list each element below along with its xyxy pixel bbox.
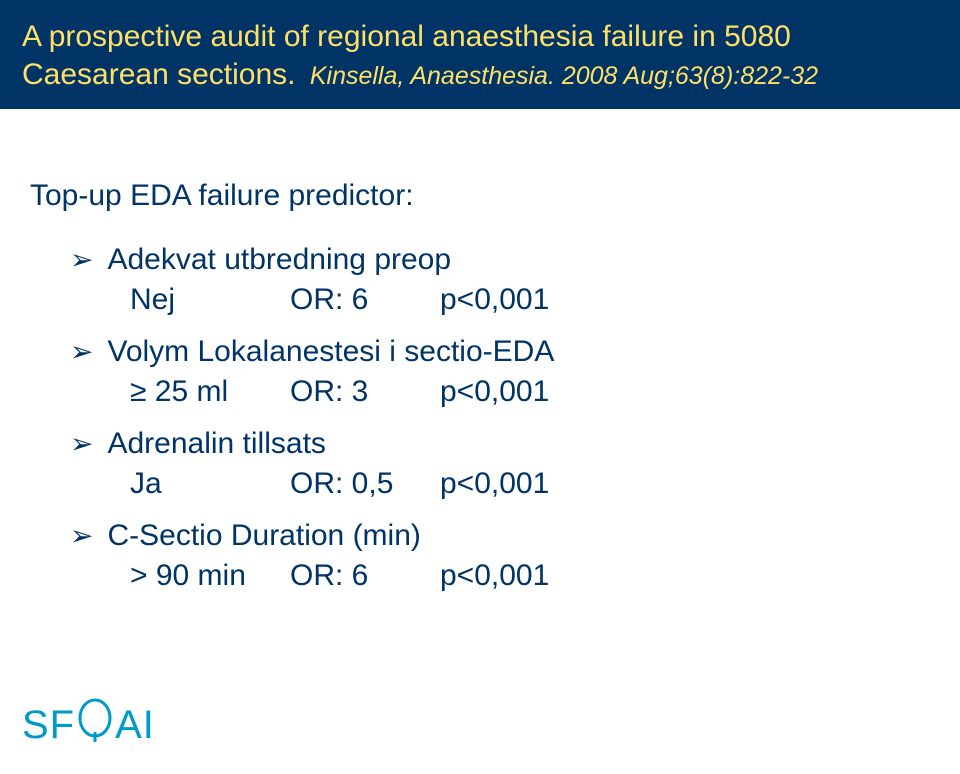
list-item-values: Ja OR: 0,5 p<0,001	[130, 467, 930, 501]
chevron-icon: ➢	[70, 243, 93, 277]
item-value: Nej	[130, 283, 290, 317]
header-title: A prospective audit of regional anaesthe…	[22, 18, 938, 93]
chevron-icon: ➢	[70, 427, 93, 461]
logo-text: SF AI	[22, 698, 155, 752]
item-or: OR: 6	[290, 559, 440, 593]
predictor-list: ➢ Adekvat utbredning preop Nej OR: 6 p<0…	[70, 243, 930, 593]
item-label: C-Sectio Duration (min)	[107, 519, 420, 553]
list-item-values: Nej OR: 6 p<0,001	[130, 283, 930, 317]
item-label: Adekvat utbredning preop	[107, 243, 451, 277]
item-label: Adrenalin tillsats	[107, 427, 325, 461]
list-item-values: ≥ 25 ml OR: 3 p<0,001	[130, 375, 930, 409]
list-item-values: > 90 min OR: 6 p<0,001	[130, 559, 930, 593]
item-p: p<0,001	[440, 283, 549, 317]
item-or: OR: 3	[290, 375, 440, 409]
list-item: ➢ C-Sectio Duration (min)	[70, 519, 930, 553]
title-line1: A prospective audit of regional anaesthe…	[22, 20, 791, 53]
logo-right: AI	[115, 703, 155, 748]
item-p: p<0,001	[440, 467, 549, 501]
title-line2: Caesarean sections.	[22, 58, 296, 91]
chevron-icon: ➢	[70, 519, 93, 553]
list-item: ➢ Adekvat utbredning preop	[70, 243, 930, 277]
item-p: p<0,001	[440, 559, 549, 593]
header-bar: A prospective audit of regional anaesthe…	[0, 0, 960, 109]
item-or: OR: 6	[290, 283, 440, 317]
logo: SF AI	[22, 698, 155, 752]
item-or: OR: 0,5	[290, 467, 440, 501]
item-value: Ja	[130, 467, 290, 501]
header-citation: Kinsella, Anaesthesia. 2008 Aug;63(8):82…	[310, 62, 818, 90]
chevron-icon: ➢	[70, 335, 93, 369]
content-area: Top-up EDA failure predictor: ➢ Adekvat …	[0, 109, 960, 593]
item-value: ≥ 25 ml	[130, 375, 290, 409]
item-label: Volym Lokalanestesi i sectio-EDA	[107, 335, 554, 369]
list-item: ➢ Volym Lokalanestesi i sectio-EDA	[70, 335, 930, 369]
logo-glyph-icon	[75, 698, 115, 752]
item-value: > 90 min	[130, 559, 290, 593]
item-p: p<0,001	[440, 375, 549, 409]
subtitle: Top-up EDA failure predictor:	[30, 179, 930, 213]
logo-left: SF	[22, 703, 75, 748]
list-item: ➢ Adrenalin tillsats	[70, 427, 930, 461]
